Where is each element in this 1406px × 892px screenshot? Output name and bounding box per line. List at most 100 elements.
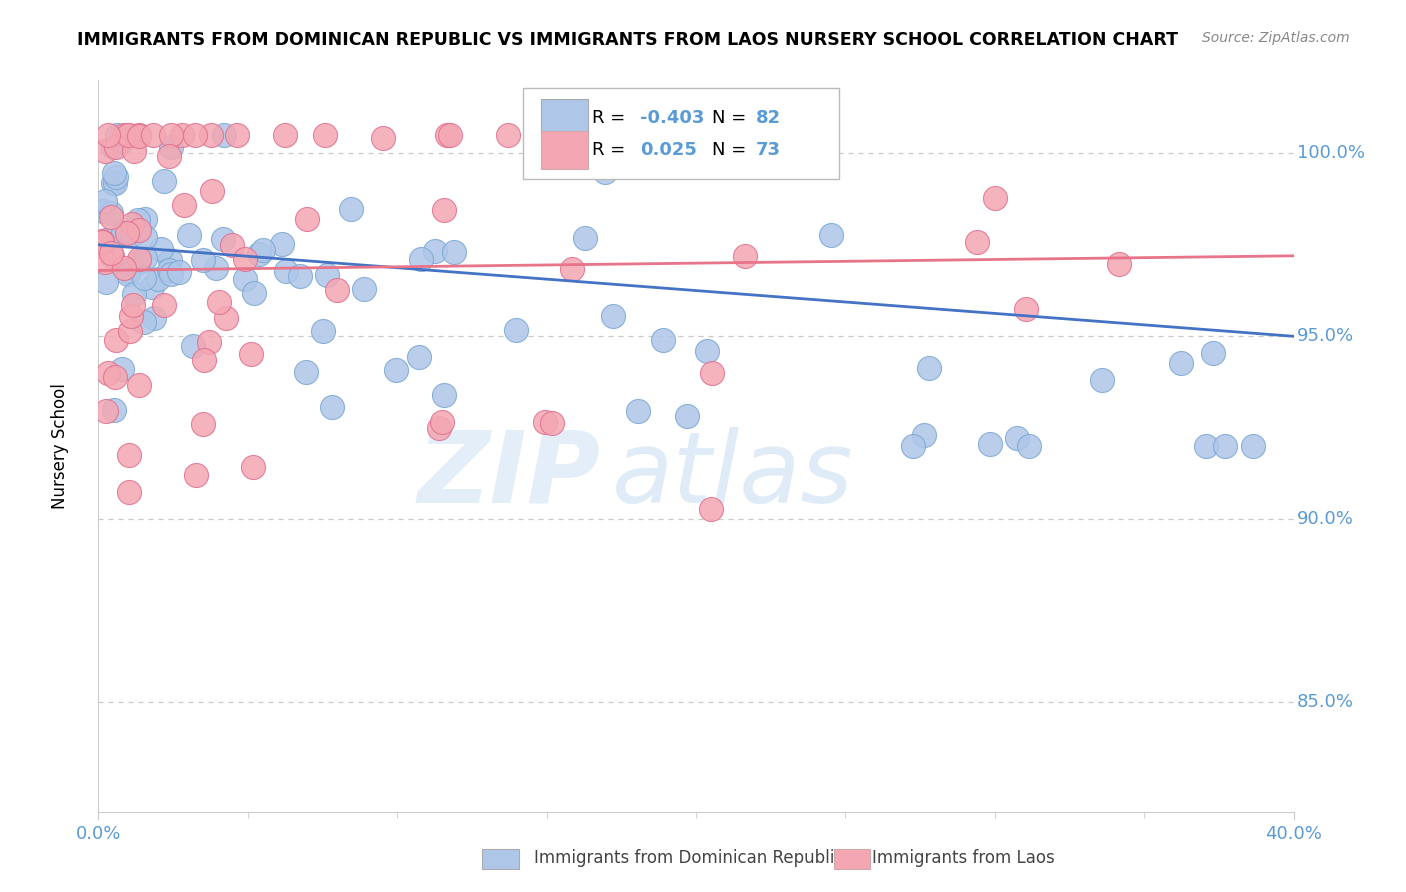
- Point: [111, 134, 134, 148]
- Point: [112, 260, 135, 275]
- Point: [191, 417, 214, 432]
- Text: 0.025: 0.025: [640, 141, 697, 159]
- Point: [439, 128, 461, 143]
- Point: [423, 244, 446, 259]
- Point: [496, 128, 519, 143]
- Point: [1170, 356, 1192, 370]
- Text: 85.0%: 85.0%: [1298, 693, 1354, 711]
- Point: [201, 184, 224, 198]
- Point: [593, 165, 616, 179]
- Point: [121, 298, 143, 312]
- Point: [274, 264, 297, 278]
- Point: [252, 243, 274, 257]
- Point: [321, 400, 343, 414]
- Point: [184, 468, 207, 483]
- Point: [112, 226, 135, 240]
- Point: [90, 235, 112, 249]
- Point: [120, 324, 142, 338]
- Point: [966, 235, 988, 250]
- Point: [295, 212, 318, 227]
- Text: IMMIGRANTS FROM DOMINICAN REPUBLIC VS IMMIGRANTS FROM LAOS NURSERY SCHOOL CORREL: IMMIGRANTS FROM DOMINICAN REPUBLIC VS IM…: [77, 31, 1178, 49]
- Point: [198, 334, 221, 349]
- Point: [103, 176, 125, 190]
- Text: 73: 73: [756, 141, 780, 159]
- Point: [1015, 301, 1038, 316]
- Point: [128, 252, 150, 267]
- Point: [94, 275, 117, 289]
- Point: [290, 268, 312, 283]
- Point: [602, 310, 624, 324]
- Text: 82: 82: [756, 109, 780, 127]
- Point: [427, 421, 450, 435]
- Point: [225, 128, 247, 143]
- Text: R =: R =: [592, 109, 631, 127]
- Point: [1005, 431, 1028, 445]
- Text: Nursery School: Nursery School: [51, 383, 69, 509]
- Point: [505, 323, 527, 337]
- Point: [242, 460, 264, 475]
- Point: [782, 128, 804, 143]
- Point: [214, 128, 236, 143]
- Point: [353, 282, 375, 296]
- Point: [94, 255, 117, 269]
- Point: [121, 217, 143, 231]
- Point: [311, 324, 333, 338]
- Point: [247, 247, 270, 261]
- Point: [204, 260, 226, 275]
- Point: [215, 311, 238, 326]
- Point: [103, 402, 125, 417]
- Text: 100.0%: 100.0%: [1298, 145, 1365, 162]
- Point: [173, 198, 195, 212]
- Point: [128, 378, 150, 392]
- Point: [142, 310, 165, 325]
- Point: [443, 245, 465, 260]
- Point: [208, 295, 231, 310]
- Text: N =: N =: [711, 109, 751, 127]
- Point: [93, 194, 115, 209]
- Point: [212, 232, 235, 246]
- Point: [94, 145, 117, 159]
- Point: [134, 251, 156, 265]
- Point: [117, 128, 139, 143]
- Point: [105, 333, 128, 347]
- Point: [1108, 257, 1130, 271]
- Point: [128, 222, 150, 236]
- Point: [141, 280, 163, 294]
- Point: [540, 416, 562, 430]
- Text: Immigrants from Dominican Republic: Immigrants from Dominican Republic: [534, 849, 844, 867]
- Point: [115, 226, 138, 240]
- Point: [112, 128, 135, 143]
- Point: [118, 448, 141, 462]
- Point: [117, 128, 139, 143]
- Point: [181, 339, 204, 353]
- Point: [111, 362, 134, 376]
- Point: [157, 149, 180, 163]
- Point: [146, 271, 169, 285]
- Point: [433, 202, 456, 217]
- Point: [1018, 439, 1040, 453]
- Point: [408, 351, 430, 365]
- Text: 90.0%: 90.0%: [1298, 510, 1354, 528]
- Point: [103, 166, 125, 180]
- Point: [274, 128, 297, 143]
- Point: [160, 128, 183, 143]
- Point: [700, 366, 723, 380]
- Point: [122, 144, 145, 158]
- Point: [118, 484, 141, 499]
- Point: [104, 170, 127, 185]
- Point: [433, 388, 456, 402]
- Point: [94, 403, 117, 417]
- Point: [94, 233, 117, 247]
- Point: [150, 242, 173, 256]
- Point: [159, 253, 181, 268]
- Point: [221, 237, 243, 252]
- Point: [117, 267, 139, 281]
- Point: [240, 347, 263, 361]
- Point: [1091, 373, 1114, 387]
- Point: [128, 254, 150, 268]
- Point: [134, 315, 156, 329]
- Text: ZIP: ZIP: [418, 426, 600, 524]
- Point: [652, 333, 675, 347]
- Point: [170, 128, 193, 143]
- Point: [912, 428, 935, 442]
